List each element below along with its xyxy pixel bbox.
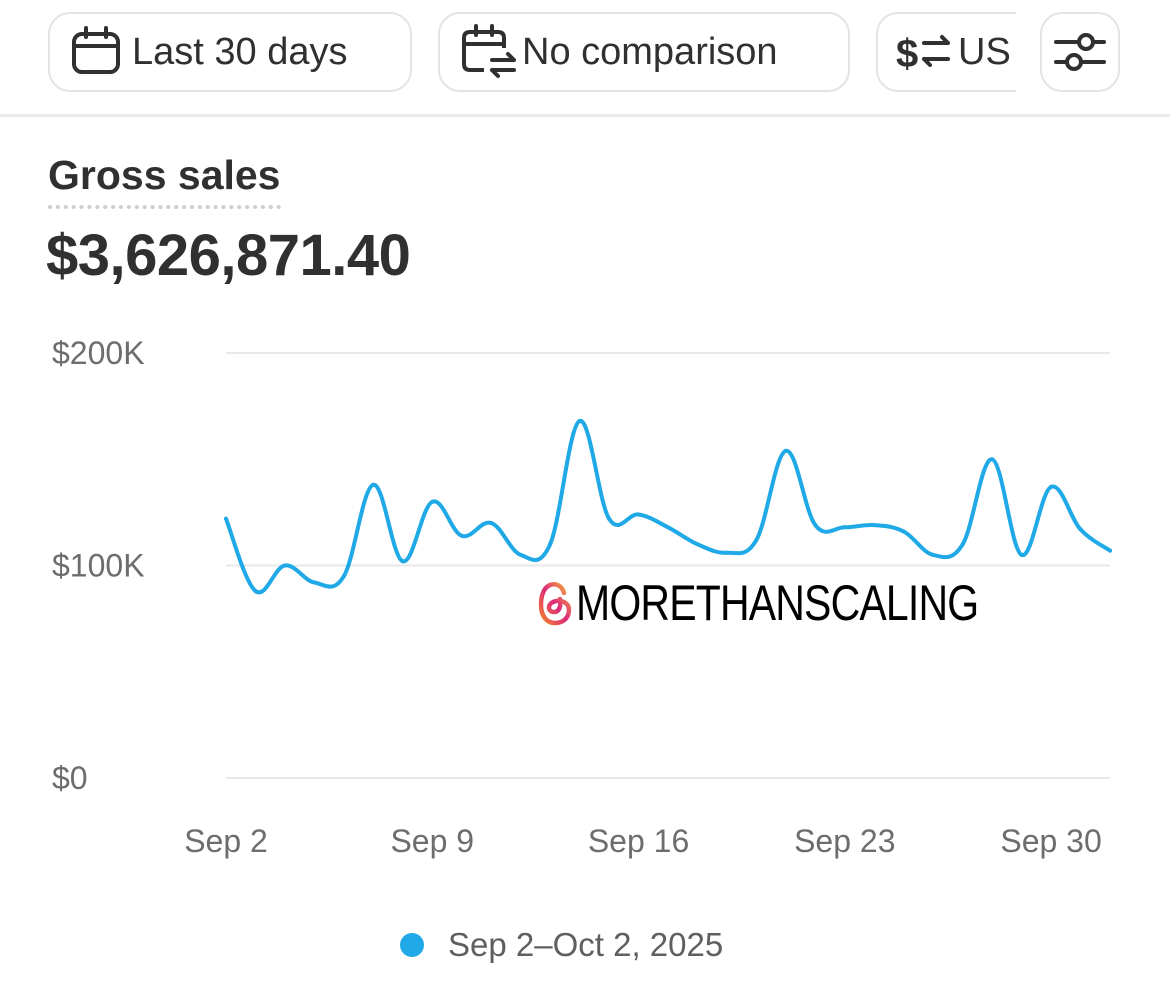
data-point <box>577 419 582 423</box>
currency-button[interactable]: $ US <box>876 12 1016 92</box>
chart-series <box>224 418 1112 595</box>
x-axis: Sep 2 Sep 9 Sep 16 Sep 23 Sep 30 <box>184 823 1102 859</box>
watermark-text: MORETHANSCALING <box>576 575 979 631</box>
chart-legend: Sep 2–Oct 2, 2025 <box>400 926 723 964</box>
data-point <box>666 525 670 530</box>
data-point <box>253 589 258 593</box>
data-point <box>1019 552 1024 557</box>
data-point <box>813 523 818 528</box>
x-tick-label: Sep 23 <box>794 823 895 859</box>
data-point <box>459 533 464 538</box>
data-point <box>960 542 965 547</box>
date-range-button[interactable]: Last 30 days <box>48 12 412 92</box>
metric-value: $3,626,871.40 <box>46 223 411 288</box>
data-point <box>724 550 729 555</box>
data-point <box>1078 527 1083 532</box>
y-tick-label: $200K <box>52 335 145 371</box>
y-tick-label: $100K <box>52 548 145 584</box>
toolbar-divider <box>0 114 1170 117</box>
data-point <box>341 574 346 579</box>
comparison-label: No comparison <box>522 30 778 73</box>
data-point <box>901 529 906 534</box>
y-axis: $0 $100K $200K <box>52 335 145 796</box>
filter-settings-button[interactable] <box>1040 12 1120 92</box>
svg-text:$: $ <box>896 32 918 76</box>
data-point <box>931 552 936 557</box>
data-point <box>430 499 435 504</box>
data-point <box>312 580 317 585</box>
legend-marker <box>400 933 424 957</box>
calendar-compare-icon <box>462 24 516 78</box>
data-point <box>607 516 612 521</box>
data-point <box>783 448 788 453</box>
metric-title[interactable]: Gross sales <box>48 152 281 209</box>
data-point <box>548 542 553 547</box>
x-tick-label: Sep 2 <box>184 823 268 859</box>
data-point <box>282 563 287 568</box>
currency-label: US <box>958 30 1011 73</box>
date-range-label: Last 30 days <box>132 30 348 73</box>
data-point <box>872 523 877 528</box>
data-point <box>754 538 759 542</box>
watermark: MORETHANSCALING <box>538 574 1067 632</box>
report-toolbar: Last 30 days No comparison $ US <box>0 0 1170 116</box>
currency-switch-icon: $ <box>896 32 950 76</box>
gross-sales-chart: $0 $100K $200K Sep 2 Sep 9 Sep 16 Sep 23 Sep 3… <box>52 335 1112 859</box>
data-point <box>371 482 376 487</box>
data-point <box>695 542 700 547</box>
x-tick-label: Sep 30 <box>1000 823 1101 859</box>
series-line <box>224 418 1112 595</box>
data-point <box>400 559 405 564</box>
chart-grid <box>226 352 1110 779</box>
data-point <box>224 516 228 521</box>
data-point <box>1108 548 1112 553</box>
comparison-button[interactable]: No comparison <box>438 12 850 92</box>
data-point <box>518 552 523 557</box>
calendar-icon <box>72 26 120 74</box>
threads-logo-icon <box>538 582 572 626</box>
x-tick-label: Sep 9 <box>390 823 474 859</box>
filter-sliders-icon <box>1054 33 1106 71</box>
y-tick-label: $0 <box>52 760 88 796</box>
x-tick-label: Sep 16 <box>588 823 689 859</box>
data-point <box>842 525 847 530</box>
legend-label: Sep 2–Oct 2, 2025 <box>448 926 724 963</box>
data-point <box>1049 484 1054 489</box>
data-point <box>636 512 641 517</box>
data-point <box>990 457 995 462</box>
data-point <box>489 521 494 525</box>
